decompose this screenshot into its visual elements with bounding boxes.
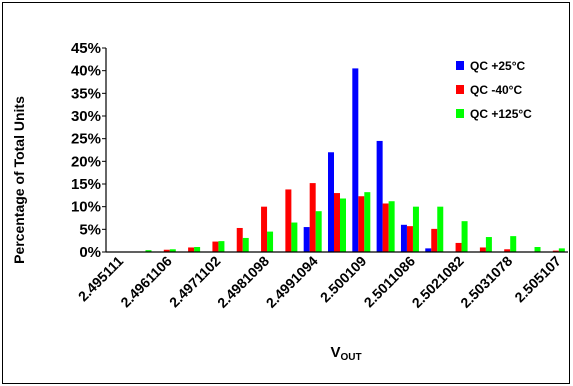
legend-swatch-3 — [456, 109, 464, 118]
bar-2-4 — [212, 241, 219, 252]
bar-2-9 — [334, 193, 340, 252]
x-axis-title-subscript: OUT — [340, 352, 361, 363]
bar-2-7 — [285, 189, 292, 252]
y-tick-label: 10% — [71, 199, 101, 216]
bar-1-9 — [328, 152, 334, 252]
y-tick-label: 35% — [71, 85, 101, 102]
bar-2-2 — [163, 249, 170, 252]
bar-2-13 — [431, 228, 438, 252]
bar-2-3 — [188, 247, 195, 252]
x-tick-label: 2.4991094 — [263, 253, 321, 311]
bar-3-7 — [291, 222, 298, 252]
bar-1-10 — [352, 68, 359, 253]
legend: QC +25°C QC -40°C QC +125°C — [456, 59, 532, 121]
axes — [105, 48, 568, 253]
y-tick-label: 30% — [71, 108, 101, 125]
bar-2-5 — [236, 227, 243, 252]
bar-3-2 — [169, 249, 176, 252]
bar-2-10 — [358, 196, 365, 252]
bar-3-8 — [315, 211, 322, 252]
legend-label-2: QC -40°C — [470, 83, 522, 97]
x-axis-title-main: V — [330, 344, 340, 361]
y-tick-label: 20% — [71, 153, 101, 170]
bar-1-11 — [376, 140, 383, 252]
bar-3-5 — [242, 237, 249, 252]
bar-1-12 — [400, 224, 407, 252]
y-axis-ticks: 0% 5% 10% 15% 20% 25% 30% 35% 40% 45% — [71, 40, 106, 261]
bar-2-11 — [382, 203, 389, 252]
bars — [145, 68, 565, 253]
bar-3-14 — [461, 221, 468, 252]
y-tick-label: 15% — [71, 176, 101, 193]
y-tick-label: 45% — [71, 40, 101, 57]
bar-2-18 — [552, 250, 559, 252]
bar-3-9 — [340, 198, 346, 252]
y-tick-label: 0% — [79, 244, 101, 261]
bar-3-12 — [412, 206, 419, 252]
x-tick-label: 2.505107 — [511, 253, 564, 306]
bar-3-18 — [558, 248, 565, 252]
bar-3-16 — [510, 236, 517, 252]
x-tick-label: 2.5031078 — [457, 253, 515, 311]
x-axis-ticks: 2.4951112.49611062.49711022.49810982.499… — [75, 253, 564, 311]
bar-3-17 — [534, 247, 541, 252]
bar-3-4 — [218, 241, 225, 252]
bar-1-8 — [303, 227, 310, 252]
bar-2-16 — [504, 249, 511, 252]
bar-3-11 — [388, 201, 395, 252]
x-tick-label: 2.4961106 — [117, 253, 175, 311]
bar-2-8 — [309, 183, 316, 252]
legend-swatch-2 — [456, 85, 464, 94]
bar-2-6 — [261, 206, 268, 252]
y-tick-label: 25% — [71, 131, 101, 148]
y-tick-label: 40% — [71, 63, 101, 80]
legend-label-3: QC +125°C — [470, 107, 532, 121]
bar-3-13 — [437, 206, 444, 252]
x-tick-label: 2.4981098 — [214, 253, 272, 311]
x-axis-title: VOUT — [330, 344, 361, 363]
legend-label-1: QC +25°C — [470, 59, 525, 73]
bar-3-15 — [485, 237, 492, 252]
chart: 0% 5% 10% 15% 20% 25% 30% 35% 40% 45% 2.4951112.4… — [11, 40, 568, 363]
x-tick-label: 2.5021082 — [409, 253, 467, 311]
bar-2-14 — [455, 242, 462, 252]
bar-3-3 — [194, 247, 201, 252]
bar-3-1 — [145, 250, 152, 252]
y-tick-label: 5% — [79, 221, 101, 238]
bar-3-6 — [267, 231, 274, 252]
y-axis-title: Percentage of Total Units — [11, 96, 27, 264]
legend-swatch-1 — [456, 61, 464, 70]
bar-1-13 — [425, 248, 432, 252]
bar-2-12 — [406, 226, 413, 252]
bar-3-10 — [364, 192, 371, 252]
bar-2-15 — [479, 247, 486, 252]
